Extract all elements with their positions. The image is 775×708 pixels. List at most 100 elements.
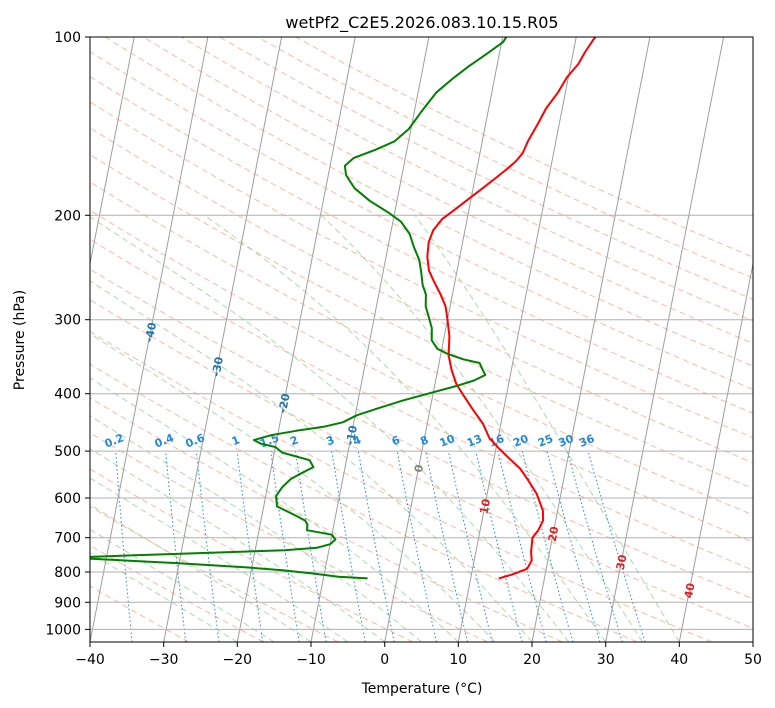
isotherm <box>0 37 61 642</box>
chart-title: wetPf2_C2E5.2026.083.10.15.R05 <box>285 13 558 33</box>
x-tick-label: −30 <box>149 652 179 668</box>
dry-adiabat <box>90 51 753 390</box>
mixing-ratio-line <box>195 451 220 642</box>
isotherm <box>163 37 283 642</box>
x-tick-label: 10 <box>449 652 467 668</box>
mixing-ratio-line <box>587 450 646 642</box>
isotherm-label: 0 <box>412 463 426 473</box>
mixing-ratio-label: 13 <box>465 432 484 450</box>
mixing-ratio-line <box>270 451 300 642</box>
x-tick-label: 30 <box>597 652 615 668</box>
mixing-ratio-label: 8 <box>418 433 430 448</box>
dry-adiabat <box>90 397 563 642</box>
y-tick-label: 200 <box>54 208 81 224</box>
y-tick-label: 800 <box>54 565 81 581</box>
isotherm <box>678 261 753 642</box>
moist-adiabat <box>90 503 312 642</box>
y-tick-label: 100 <box>54 30 81 46</box>
dry-adiabat <box>90 505 339 642</box>
mixing-ratio-label: 10 <box>438 432 457 450</box>
isotherm-label: 40 <box>682 582 698 600</box>
background-lines <box>0 37 753 642</box>
mixing-ratio-line <box>165 451 187 642</box>
isotherm-label: 30 <box>614 553 630 571</box>
mixing-ratio-line <box>566 450 623 642</box>
mixing-ratio-label: 0.2 <box>103 431 126 450</box>
moist-adiabat <box>90 552 238 642</box>
mixing-ratio-label: 30 <box>556 432 575 450</box>
moist-adiabat <box>90 377 459 642</box>
y-axis-title: Pressure (hPa) <box>12 290 28 390</box>
isotherm-label: -30 <box>210 355 227 377</box>
dry-adiabat <box>90 299 753 629</box>
plot-frame <box>89 36 754 643</box>
isotherm <box>605 37 725 642</box>
mixing-ratio-line <box>497 450 547 642</box>
mixing-ratio-line <box>475 450 523 642</box>
dry-adiabat <box>90 75 753 414</box>
y-axis: 100 200 300 400 500 600 700 800 900 1000 <box>45 30 90 638</box>
isotherm <box>531 37 651 642</box>
isotherm <box>236 37 356 642</box>
isotherm-label: -20 <box>276 392 293 414</box>
mixing-ratio-label: 6 <box>390 433 402 448</box>
mixing-ratio-line <box>236 451 264 642</box>
moist-adiabat <box>90 528 275 642</box>
mixing-ratio-line <box>425 450 468 642</box>
dry-adiabat <box>142 37 753 344</box>
x-tick-label: 0 <box>380 652 389 668</box>
x-axis: −40 −30 −20 −10 0 10 20 30 40 50 <box>75 642 762 668</box>
moist-adiabat <box>320 214 643 642</box>
mixing-ratio-label: 3 <box>324 433 336 448</box>
mixing-ratio-label: 2 <box>288 433 300 448</box>
isotherm <box>384 37 504 642</box>
moist-adiabat <box>90 448 386 642</box>
dry-adiabat <box>90 330 712 642</box>
isotherm <box>310 37 430 642</box>
isotherm-label: -60 <box>11 240 28 262</box>
y-tick-label: 600 <box>54 491 81 507</box>
dry-adiabat <box>104 37 753 367</box>
mixing-ratio-label: 20 <box>511 432 530 450</box>
y-tick-label: 500 <box>54 444 81 460</box>
x-tick-label: 20 <box>523 652 541 668</box>
x-axis-title: Temperature (°C) <box>361 681 483 697</box>
dry-adiabat <box>181 37 753 322</box>
moist-adiabat <box>414 215 680 642</box>
mixing-ratio-label: 1 <box>230 433 242 448</box>
dry-adiabat <box>90 585 190 642</box>
x-tick-label: −10 <box>296 652 326 668</box>
mixing-ratio-label: 0.4 <box>153 431 176 450</box>
moist-adiabat <box>90 333 496 642</box>
y-tick-label: 400 <box>54 387 81 403</box>
moist-adiabat <box>204 214 607 642</box>
mixing-ratio-line <box>546 450 601 642</box>
x-tick-label: 50 <box>744 652 762 668</box>
y-tick-label: 1000 <box>45 622 81 638</box>
y-tick-label: 300 <box>54 313 81 329</box>
moist-adiabat <box>90 280 533 642</box>
dry-adiabat <box>90 154 753 490</box>
temperature-profile-line <box>426 37 597 580</box>
mixing-ratio-label: 0.6 <box>184 431 207 450</box>
isotherm-label: 10 <box>477 497 493 515</box>
mixing-ratio-label: 36 <box>577 432 596 450</box>
dry-adiabat <box>90 238 753 571</box>
isotherm <box>90 37 135 267</box>
isotherm <box>457 37 577 642</box>
dry-adiabat <box>90 432 488 642</box>
profiles <box>90 37 597 580</box>
mixing-ratio-label: 25 <box>536 432 555 450</box>
y-tick-label: 700 <box>54 531 81 547</box>
dry-adiabat <box>90 363 638 642</box>
x-tick-label: −20 <box>223 652 253 668</box>
x-tick-label: −40 <box>75 652 105 668</box>
dry-adiabat <box>90 181 753 516</box>
mixing-ratio-line <box>521 450 574 642</box>
mixing-ratio-line <box>357 451 395 642</box>
isotherm-label: -10 <box>344 424 361 446</box>
isotherm <box>90 37 209 642</box>
dry-adiabat <box>90 268 753 600</box>
mixing-ratio-line <box>396 451 437 642</box>
